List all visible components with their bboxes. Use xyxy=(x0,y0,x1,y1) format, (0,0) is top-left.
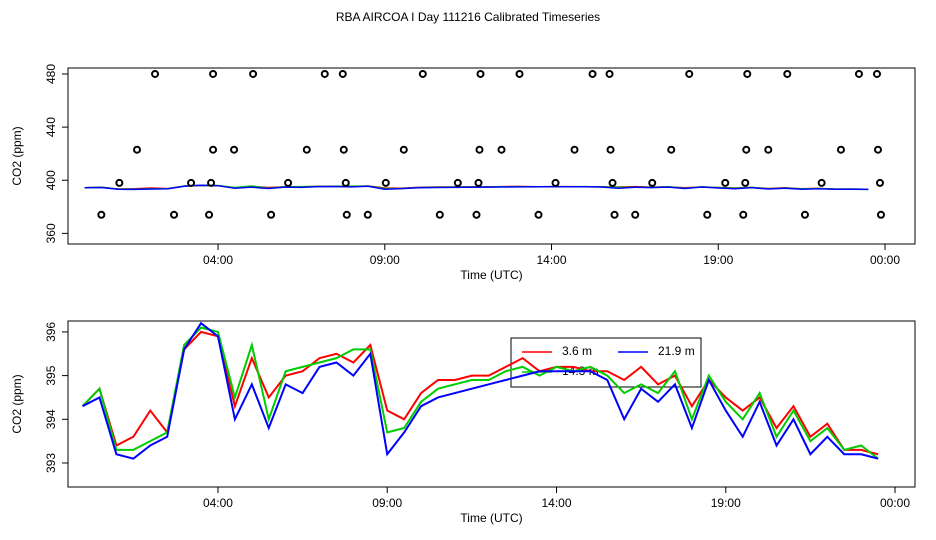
point xyxy=(515,69,524,78)
point xyxy=(476,69,485,78)
x-tick-label: 04:00 xyxy=(203,496,233,510)
point xyxy=(739,210,748,219)
point xyxy=(764,145,773,154)
point xyxy=(341,178,350,187)
plot-frame xyxy=(67,320,916,488)
point xyxy=(320,69,329,78)
data-line xyxy=(81,326,879,460)
point xyxy=(133,145,142,154)
data-line xyxy=(81,330,879,456)
point xyxy=(570,145,579,154)
point xyxy=(588,69,597,78)
point xyxy=(703,210,712,219)
point xyxy=(534,210,543,219)
point xyxy=(474,178,483,187)
point xyxy=(418,69,427,78)
point xyxy=(606,145,615,154)
y-axis-label: CO2 (ppm) xyxy=(10,126,24,185)
point xyxy=(339,145,348,154)
point xyxy=(115,178,124,187)
point xyxy=(338,69,347,78)
point xyxy=(876,210,885,219)
point xyxy=(608,178,617,187)
point xyxy=(836,145,845,154)
y-tick-label: 395 xyxy=(44,365,58,385)
point xyxy=(209,69,218,78)
x-tick-label: 00:00 xyxy=(880,496,910,510)
y-tick-label: 393 xyxy=(44,453,58,473)
x-tick-label: 04:00 xyxy=(203,253,233,267)
x-tick-label: 09:00 xyxy=(372,496,402,510)
x-tick-label: 19:00 xyxy=(711,496,741,510)
x-tick-label: 19:00 xyxy=(703,253,733,267)
legend-label: 21.9 m xyxy=(658,344,695,358)
x-axis-label: Time (UTC) xyxy=(460,268,522,282)
point xyxy=(205,210,214,219)
y-tick-label: 396 xyxy=(44,322,58,342)
point xyxy=(741,178,750,187)
y-tick-label: 360 xyxy=(44,223,58,243)
point xyxy=(875,178,884,187)
point xyxy=(267,210,276,219)
point xyxy=(631,210,640,219)
point xyxy=(610,210,619,219)
y-tick-label: 394 xyxy=(44,409,58,429)
point xyxy=(667,145,676,154)
point xyxy=(872,69,881,78)
x-axis-label: Time (UTC) xyxy=(460,511,522,525)
point xyxy=(302,145,311,154)
x-tick-label: 00:00 xyxy=(870,253,900,267)
point xyxy=(873,145,882,154)
y-tick-label: 440 xyxy=(44,117,58,137)
y-tick-label: 480 xyxy=(44,64,58,84)
point xyxy=(783,69,792,78)
y-axis-label: CO2 (ppm) xyxy=(10,374,24,433)
point xyxy=(605,69,614,78)
point xyxy=(97,210,106,219)
point xyxy=(475,145,484,154)
y-tick-label: 400 xyxy=(44,170,58,190)
point xyxy=(742,145,751,154)
point xyxy=(743,69,752,78)
x-tick-label: 09:00 xyxy=(370,253,400,267)
point xyxy=(207,178,216,187)
point xyxy=(685,69,694,78)
point xyxy=(187,178,196,187)
point xyxy=(721,178,730,187)
point xyxy=(817,178,826,187)
point xyxy=(363,210,372,219)
point xyxy=(435,210,444,219)
point xyxy=(800,210,809,219)
point xyxy=(551,178,560,187)
point xyxy=(342,210,351,219)
plot-frame xyxy=(67,67,916,245)
chart-title: RBA AIRCOA I Day 111216 Calibrated Times… xyxy=(336,10,600,24)
legend-label: 3.6 m xyxy=(562,344,592,358)
point xyxy=(209,145,218,154)
x-tick-label: 14:00 xyxy=(541,496,571,510)
point xyxy=(854,69,863,78)
point xyxy=(170,210,179,219)
data-line xyxy=(84,184,869,191)
point xyxy=(381,178,390,187)
point xyxy=(151,69,160,78)
point xyxy=(648,178,657,187)
point xyxy=(249,69,258,78)
point xyxy=(497,145,506,154)
data-line xyxy=(82,321,879,460)
point xyxy=(230,145,239,154)
point xyxy=(399,145,408,154)
point xyxy=(472,210,481,219)
point xyxy=(453,178,462,187)
point xyxy=(284,178,293,187)
x-tick-label: 14:00 xyxy=(537,253,567,267)
